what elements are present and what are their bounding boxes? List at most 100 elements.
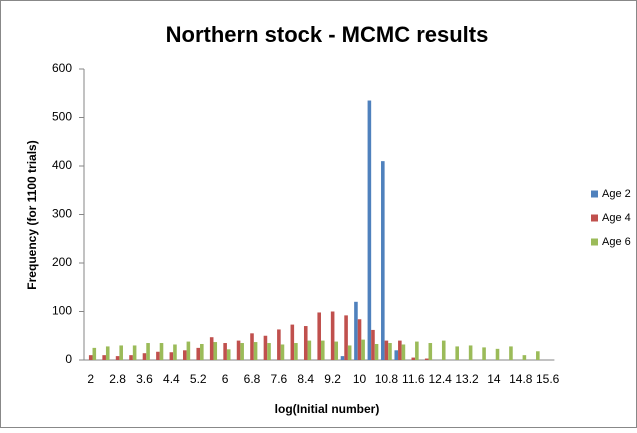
y-tick-label: 400 <box>52 158 72 172</box>
bar <box>213 342 218 360</box>
bar <box>92 347 97 360</box>
bar <box>398 340 402 360</box>
x-axis-label: log(Initial number) <box>275 402 380 416</box>
bar <box>388 343 392 360</box>
bar <box>340 356 345 360</box>
x-tick-label: 5.2 <box>190 372 207 386</box>
bar <box>495 348 500 360</box>
bar <box>159 343 164 360</box>
bar <box>411 357 416 360</box>
x-tick-label: 9.2 <box>324 372 341 386</box>
y-tick-label: 600 <box>52 61 72 75</box>
bar <box>424 358 429 360</box>
bar <box>330 311 335 360</box>
bar <box>347 345 352 360</box>
bar <box>374 343 379 360</box>
bar <box>88 355 93 360</box>
bar <box>169 352 174 360</box>
x-tick-label: 14 <box>487 372 501 386</box>
x-tick-label: 15.6 <box>536 372 560 386</box>
bar <box>132 345 137 360</box>
bar <box>381 161 385 360</box>
bar <box>156 351 160 360</box>
bar <box>428 343 433 360</box>
bar <box>280 344 285 360</box>
legend-label: Age 6 <box>602 236 631 248</box>
bar <box>277 329 281 360</box>
bar <box>394 350 399 360</box>
bar <box>186 341 191 360</box>
bar <box>354 301 358 360</box>
bar <box>183 350 187 360</box>
bar <box>361 339 365 360</box>
bar <box>401 344 406 360</box>
x-tick-label: 2 <box>87 372 94 386</box>
bar <box>317 312 321 360</box>
bar <box>415 341 419 360</box>
bar <box>142 353 147 360</box>
x-tick-label: 4.4 <box>163 372 180 386</box>
bar <box>482 347 486 360</box>
bar <box>223 343 227 360</box>
y-tick-label: 0 <box>65 352 72 366</box>
y-tick-label: 200 <box>52 255 72 269</box>
x-tick-label: 14.8 <box>509 372 533 386</box>
bar <box>371 329 375 360</box>
legend-swatch <box>591 190 598 198</box>
legend-swatch <box>591 214 598 222</box>
bar <box>102 355 106 360</box>
legend-swatch <box>591 238 598 246</box>
x-tick-label: 3.6 <box>136 372 153 386</box>
bar <box>250 333 254 360</box>
bar <box>441 340 446 360</box>
bar <box>536 351 540 360</box>
legend-label: Age 4 <box>602 212 631 224</box>
bar <box>468 345 473 360</box>
y-tick-label: 300 <box>52 207 72 221</box>
bar <box>455 346 459 360</box>
x-tick-label: 7.6 <box>271 372 288 386</box>
bar <box>384 340 389 360</box>
bar <box>173 344 177 360</box>
bar <box>200 343 204 360</box>
bar <box>509 346 513 360</box>
y-axis-label: Frequency (for 1100 trials) <box>25 140 39 289</box>
bar <box>522 355 527 360</box>
x-tick-label: 10 <box>353 372 367 386</box>
x-tick-label: 6.8 <box>244 372 261 386</box>
bar <box>344 315 348 360</box>
bar <box>146 343 150 360</box>
x-tick-label: 13.2 <box>455 372 479 386</box>
bar <box>303 326 308 360</box>
bar <box>129 355 133 360</box>
bar <box>267 343 271 360</box>
y-tick-label: 100 <box>52 304 72 318</box>
bar <box>209 337 214 360</box>
bar <box>290 324 295 360</box>
bar <box>263 335 268 360</box>
bar <box>307 340 312 360</box>
bar <box>115 356 120 360</box>
x-tick-label: 6 <box>222 372 229 386</box>
x-tick-label: 2.8 <box>109 372 126 386</box>
x-tick-label: 8.4 <box>297 372 314 386</box>
x-tick-label: 10.8 <box>375 372 399 386</box>
bar <box>294 343 298 360</box>
x-tick-label: 12.4 <box>428 372 452 386</box>
bar <box>196 347 201 360</box>
legend-label: Age 2 <box>602 188 631 200</box>
bar <box>253 342 258 360</box>
x-tick-label: 11.6 <box>402 372 425 386</box>
bar <box>334 341 339 360</box>
bar <box>119 345 123 360</box>
bar <box>320 340 325 360</box>
bar <box>226 349 231 360</box>
bar <box>357 319 362 360</box>
bar <box>240 343 244 360</box>
chart-title: Northern stock - MCMC results <box>166 22 489 47</box>
bar <box>236 340 241 360</box>
y-tick-label: 500 <box>52 110 72 124</box>
bar <box>367 100 372 361</box>
